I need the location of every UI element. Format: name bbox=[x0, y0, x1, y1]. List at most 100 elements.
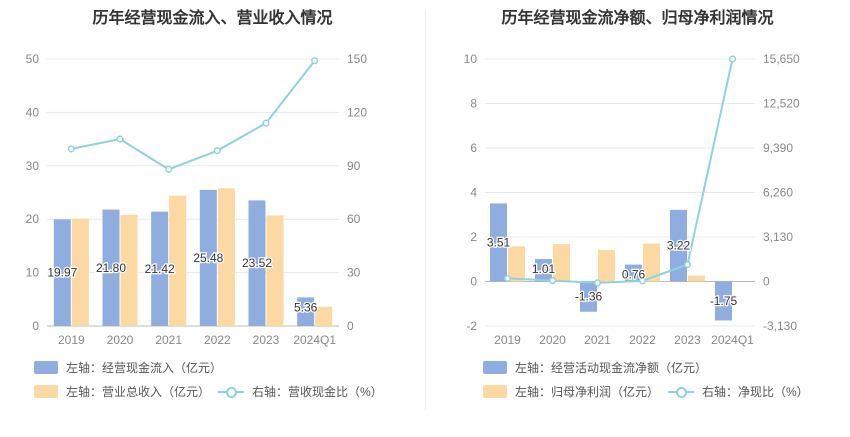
legend-label: 左轴：经营活动现金流净额（亿元） bbox=[515, 361, 708, 375]
chart-panel-right: 历年经营现金流净额、归母净利润情况 -2 -3,130 0 0 2 3,130 4 6,260… bbox=[425, 0, 850, 437]
bar-series-1 bbox=[670, 209, 687, 282]
y-right-tick-label: 6,260 bbox=[763, 186, 793, 200]
bar-series-1 bbox=[490, 203, 507, 282]
data-label: 5.36 bbox=[294, 300, 318, 314]
legend-swatch bbox=[483, 385, 507, 398]
bar-series-1 bbox=[199, 189, 217, 326]
x-tick-label: 2023 bbox=[674, 333, 701, 347]
bar-series-1 bbox=[625, 264, 642, 282]
line-point bbox=[503, 274, 512, 282]
chart-title: 历年经营现金流净额、归母净利润情况 bbox=[501, 10, 774, 27]
bar-series-2 bbox=[169, 195, 187, 326]
bar-series-1 bbox=[580, 281, 597, 312]
line-point bbox=[548, 277, 557, 285]
y-right-tick-label: 9,390 bbox=[763, 141, 793, 155]
bar-series-2 bbox=[688, 275, 705, 282]
y-left-tick-label: 8 bbox=[470, 97, 477, 111]
line-series bbox=[71, 60, 316, 171]
x-tick-label: 2024Q1 bbox=[293, 333, 336, 347]
bar-series-2 bbox=[553, 244, 570, 282]
line-point bbox=[67, 145, 75, 153]
bar-series-2 bbox=[120, 214, 138, 326]
y-left-tick-label: -2 bbox=[466, 319, 477, 333]
data-label: 23.52 bbox=[242, 256, 272, 270]
bar-series-1 bbox=[53, 219, 71, 326]
data-label: 19.97 bbox=[47, 266, 77, 280]
data-label: 3.51 bbox=[487, 235, 511, 249]
x-tick-label: 2019 bbox=[58, 333, 85, 347]
y-right-tick-label: 0 bbox=[347, 319, 354, 333]
y-right-tick-label: 60 bbox=[347, 212, 361, 226]
x-tick-label: 2019 bbox=[494, 333, 521, 347]
y-right-tick-label: -3,130 bbox=[763, 319, 797, 333]
data-label: 0.76 bbox=[622, 268, 646, 282]
y-left-tick-label: 6 bbox=[470, 141, 477, 155]
chart-plot: 0 0 10 30 20 60 30 90 40 120 50 150 2019 2020 2021 2022… bbox=[26, 52, 368, 347]
bar-series-1 bbox=[297, 297, 315, 326]
line-point bbox=[728, 55, 737, 63]
data-label: 21.80 bbox=[96, 261, 126, 275]
legend-swatch bbox=[218, 385, 244, 398]
y-right-tick-label: 3,130 bbox=[763, 230, 793, 244]
bar-series-2 bbox=[71, 218, 89, 326]
line-point bbox=[213, 147, 221, 155]
y-right-tick-label: 150 bbox=[347, 52, 367, 66]
y-left-tick-label: 10 bbox=[464, 52, 478, 66]
x-tick-label: 2021 bbox=[584, 333, 611, 347]
bar-series-2 bbox=[217, 188, 235, 326]
x-tick-label: 2022 bbox=[204, 333, 231, 347]
y-left-tick-label: 20 bbox=[26, 212, 40, 226]
legend-swatch bbox=[483, 361, 507, 374]
y-left-tick-label: 0 bbox=[470, 275, 477, 289]
legend-item[interactable]: 左轴：经营现金流入（亿元） bbox=[34, 359, 222, 376]
y-left-tick-label: 0 bbox=[32, 319, 39, 333]
y-right-tick-label: 15,650 bbox=[763, 52, 800, 66]
line-point bbox=[116, 135, 124, 143]
data-label: 25.48 bbox=[193, 251, 223, 265]
legend-item[interactable]: 右轴：净现比（%） bbox=[668, 383, 809, 400]
line-point bbox=[638, 277, 647, 285]
legend-item[interactable]: 左轴：归母净利润（亿元） bbox=[483, 383, 659, 400]
y-right-tick-label: 90 bbox=[347, 159, 361, 173]
legend-item[interactable]: 左轴：经营活动现金流净额（亿元） bbox=[483, 359, 707, 376]
bar-series-1 bbox=[151, 211, 169, 326]
x-tick-label: 2021 bbox=[155, 333, 182, 347]
data-label: 3.22 bbox=[667, 239, 691, 253]
data-label: 21.42 bbox=[145, 262, 175, 276]
chart-title: 历年经营现金流入、营业收入情况 bbox=[92, 10, 333, 27]
legend-label: 右轴：营收现金比（%） bbox=[252, 385, 383, 399]
y-right-tick-label: 120 bbox=[347, 105, 367, 119]
y-left-tick-label: 10 bbox=[26, 266, 40, 280]
line-point bbox=[593, 279, 602, 287]
y-left-tick-label: 4 bbox=[470, 186, 477, 200]
bar-series-1 bbox=[535, 259, 552, 282]
bar-series-2 bbox=[315, 306, 333, 326]
line-point bbox=[262, 119, 270, 127]
legend-item[interactable]: 左轴：营业总收入（亿元） bbox=[34, 383, 210, 400]
x-tick-label: 2022 bbox=[629, 333, 656, 347]
x-tick-label: 2024Q1 bbox=[711, 333, 754, 347]
legend-label: 左轴：营业总收入（亿元） bbox=[66, 385, 211, 399]
bar-series-1 bbox=[715, 281, 732, 321]
y-right-tick-label: 0 bbox=[763, 275, 770, 289]
data-label: -1.36 bbox=[575, 290, 603, 304]
panel-divider bbox=[425, 10, 426, 410]
data-label: -1.75 bbox=[710, 294, 738, 308]
line-point bbox=[165, 165, 173, 173]
bar-series-2 bbox=[508, 246, 525, 282]
line-point bbox=[311, 57, 319, 65]
y-left-tick-label: 40 bbox=[26, 105, 40, 119]
y-left-tick-label: 30 bbox=[26, 159, 40, 173]
bar-series-2 bbox=[598, 249, 615, 282]
line-series bbox=[507, 58, 734, 284]
legend-label: 左轴：经营现金流入（亿元） bbox=[66, 361, 223, 375]
x-tick-label: 2023 bbox=[253, 333, 280, 347]
legend-label: 左轴：归母净利润（亿元） bbox=[515, 385, 660, 399]
y-left-tick-label: 2 bbox=[470, 230, 477, 244]
chart-plot: -2 -3,130 0 0 2 3,130 4 6,260 6 9,390 8 12,520 10 15,… bbox=[464, 52, 800, 347]
x-tick-label: 2020 bbox=[539, 333, 566, 347]
legend-swatch bbox=[34, 361, 58, 374]
legend-swatch bbox=[34, 385, 58, 398]
bar-series-2 bbox=[266, 215, 284, 326]
legend-item[interactable]: 右轴：营收现金比（%） bbox=[218, 383, 383, 400]
